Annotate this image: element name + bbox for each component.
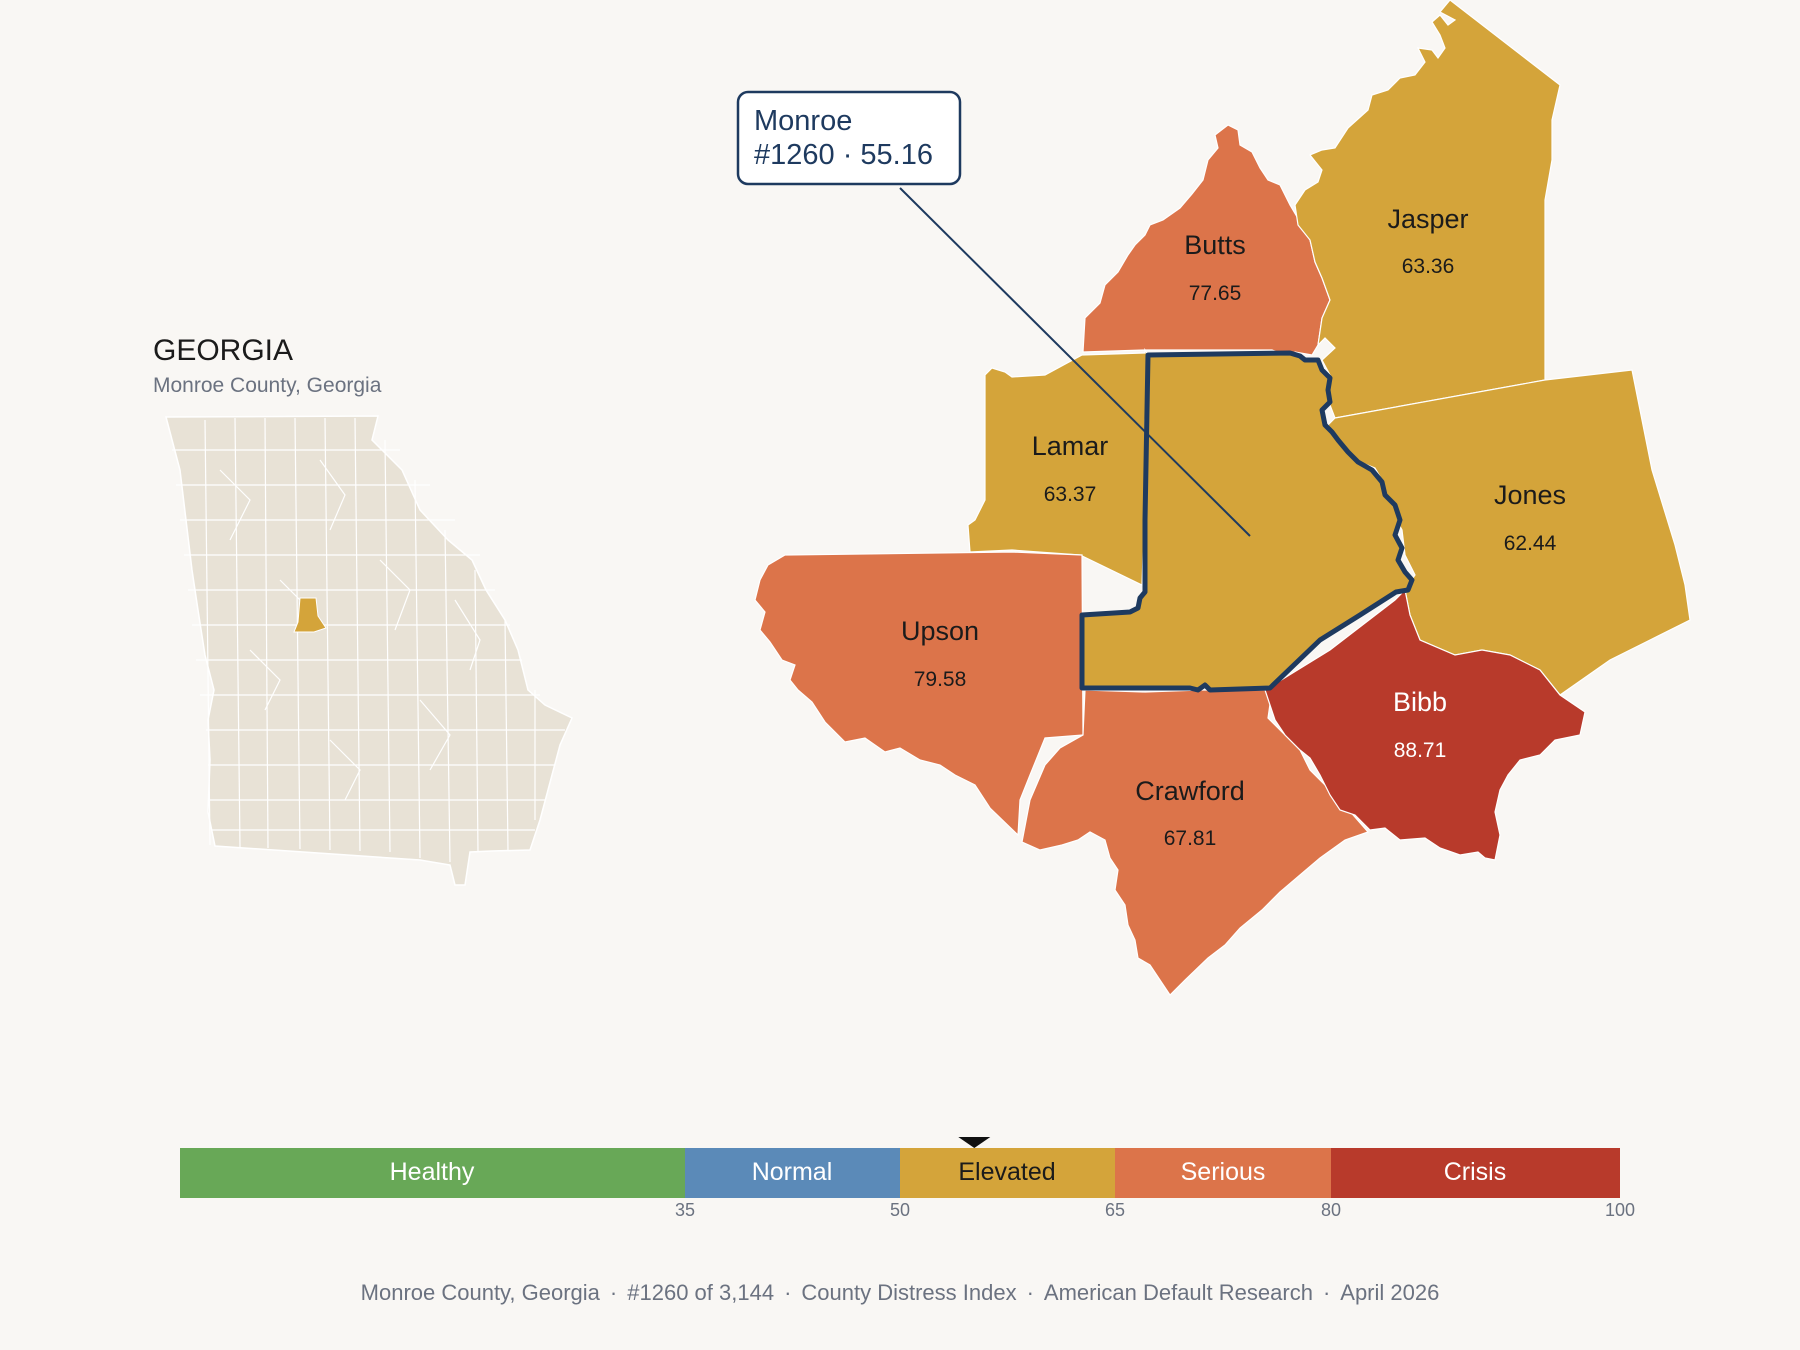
county-bibb[interactable]: [1264, 588, 1586, 861]
county-value-label: 77.65: [1189, 282, 1242, 305]
county-name-label: Jones: [1494, 480, 1566, 510]
county-jasper[interactable]: [1294, 0, 1561, 419]
county-label-lamar: Lamar 63.37: [1032, 431, 1109, 506]
georgia-county-lines: [172, 417, 565, 863]
county-monroe[interactable]: [1079, 350, 1415, 693]
georgia-state-shape: [165, 415, 573, 886]
footer-location: Monroe County, Georgia: [360, 1280, 600, 1305]
legend-label-healthy: Healthy: [390, 1158, 475, 1186]
county-value-label: 62.44: [1504, 532, 1557, 555]
footer-rank: #1260 of 3,144: [627, 1280, 775, 1305]
callout-leader-line: [899, 187, 1251, 537]
legend-tick: 80: [1321, 1200, 1341, 1220]
county-value-label: 79.58: [914, 668, 967, 691]
footer-index-name: County Distress Index: [801, 1280, 1017, 1305]
legend-tick: 50: [890, 1200, 910, 1220]
county-name-label: Bibb: [1393, 687, 1447, 717]
county-name-label: Jasper: [1387, 204, 1468, 234]
legend-tick: 35: [675, 1200, 695, 1220]
county-map: Butts 77.65 Jasper 63.36 Lamar 63.37 Jon…: [736, 0, 1691, 996]
county-name-label: Butts: [1184, 230, 1246, 260]
county-label-crawford: Crawford 67.81: [1135, 776, 1245, 850]
legend-segment-elevated: [900, 1148, 1115, 1198]
georgia-inset: GEORGIA Monroe County, Georgia: [153, 334, 573, 886]
county-label-butts: Butts 77.65: [1184, 230, 1246, 305]
county-label-jasper: Jasper 63.36: [1387, 204, 1468, 278]
county-label-jones: Jones 62.44: [1494, 480, 1566, 555]
inset-title: GEORGIA: [153, 334, 293, 367]
legend: Healthy Normal Elevated Serious Crisis 3…: [180, 1137, 1635, 1220]
legend-position-marker: [958, 1137, 991, 1148]
county-upson[interactable]: [754, 551, 1084, 837]
county-value-label: 67.81: [1164, 827, 1217, 850]
county-name-label: Crawford: [1135, 776, 1245, 806]
callout-county-name: Monroe: [754, 105, 852, 137]
county-lamar[interactable]: [967, 347, 1149, 586]
county-label-bibb: Bibb 88.71: [1393, 687, 1447, 762]
legend-label-crisis: Crisis: [1444, 1158, 1507, 1186]
legend-segment-crisis: [1331, 1148, 1620, 1198]
legend-segment-healthy: [180, 1148, 685, 1198]
footer-date: April 2026: [1340, 1280, 1440, 1305]
monroe-inset-highlight: [293, 597, 327, 633]
focus-callout: Monroe #1260 · 55.16: [736, 90, 1251, 537]
legend-label-elevated: Elevated: [958, 1158, 1055, 1186]
legend-label-normal: Normal: [752, 1158, 833, 1186]
county-name-label: Lamar: [1032, 431, 1109, 461]
footer: Monroe County, Georgia · #1260 of 3,144 · Co…: [360, 1280, 1440, 1305]
legend-label-serious: Serious: [1181, 1158, 1266, 1186]
county-value-label: 63.37: [1044, 483, 1097, 506]
legend-segment-serious: [1115, 1148, 1331, 1198]
legend-segment-normal: [685, 1148, 900, 1198]
legend-tick: 65: [1105, 1200, 1125, 1220]
county-value-label: 88.71: [1394, 739, 1447, 762]
county-label-upson: Upson 79.58: [901, 616, 979, 691]
callout-box: [736, 90, 962, 186]
inset-subtitle: Monroe County, Georgia: [153, 374, 382, 397]
callout-rank-score: #1260 · 55.16: [754, 139, 933, 171]
county-value-label: 63.36: [1402, 255, 1455, 278]
legend-tick: 100: [1605, 1200, 1635, 1220]
footer-source: American Default Research: [1043, 1280, 1313, 1305]
county-name-label: Upson: [901, 616, 979, 646]
